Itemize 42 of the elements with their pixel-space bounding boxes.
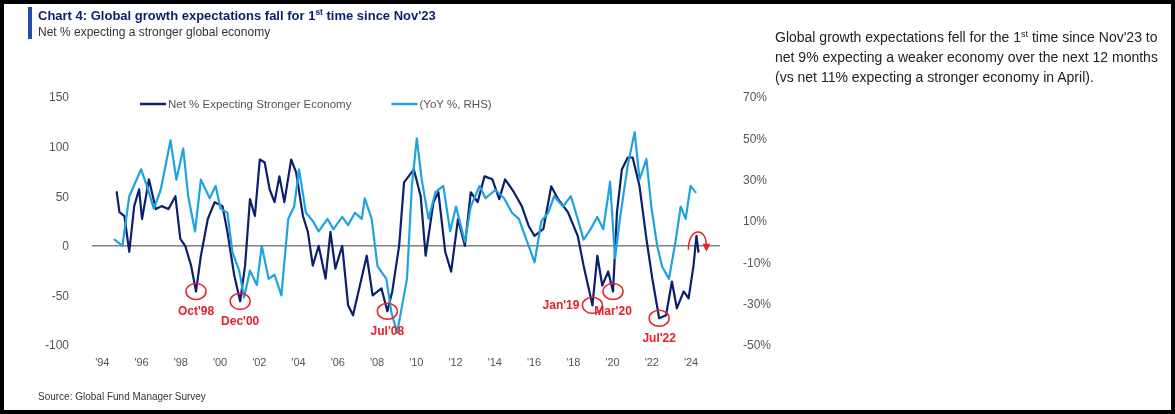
legend-label: Net % Expecting Stronger Economy [168,98,352,110]
annotation: Jul'22 [642,331,677,346]
y2-tick-label: 50% [743,131,768,146]
x-tick-label: '00 [212,355,228,368]
y2-tick-label: 70% [743,90,768,105]
annotation: Oct'98 [177,304,215,319]
y2-tick-label: -30% [743,297,772,312]
y2-tick-label: 10% [743,214,768,229]
x-tick-label: '12 [448,355,463,368]
line-series [113,131,697,334]
y2-tick-label: -10% [743,255,772,270]
annotation: Dec'00 [221,314,260,329]
y-tick-label: 100 [48,139,70,154]
x-tick-label: '18 [566,355,581,368]
x-tick-label: '24 [683,355,699,368]
annotation: Mar'20 [594,304,633,319]
text: Global growth expectations fell for the 1$^{st}$ time since Nov'23 to net 9% expecting a weaker economy over the next 12 months (vs net 11% expecting a stronger economy in April). [775,29,1158,85]
y-tick-label: 150 [48,90,70,105]
x-tick-label: '98 [173,355,188,368]
x-tick-label: '08 [369,355,385,368]
x-tick-label: '02 [252,355,267,368]
y2-tick-label: -50% [743,338,772,353]
legend-label: (YoY %, RHS) [419,98,492,110]
y-tick-label: -100 [44,338,70,353]
x-tick-label: '06 [330,355,345,368]
chart-subtitle: Net % expecting a stronger global economy [38,25,271,39]
x-tick-label: '04 [291,355,306,368]
source-note: Source: Global Fund Manager Survey [38,391,206,402]
x-tick-label: '96 [134,355,149,368]
y2-tick-label: 30% [743,173,768,188]
x-tick-label: '20 [605,355,620,368]
chart-title: Chart 4: Global growth expectations fall for 1$^{st}$ time since Nov'23 [38,7,436,23]
x-tick-label: '94 [95,355,110,368]
y-tick-label: 50 [55,189,70,204]
y-tick-label: 0 [62,239,70,254]
y-tick-label: -50 [51,288,70,303]
x-tick-label: '22 [644,355,659,368]
x-tick-label: '16 [526,355,542,368]
x-tick-label: '14 [487,355,502,368]
annotation: Jul'08 [370,324,405,339]
x-tick-label: '10 [409,355,424,368]
annotation: Jan'19 [542,298,580,313]
